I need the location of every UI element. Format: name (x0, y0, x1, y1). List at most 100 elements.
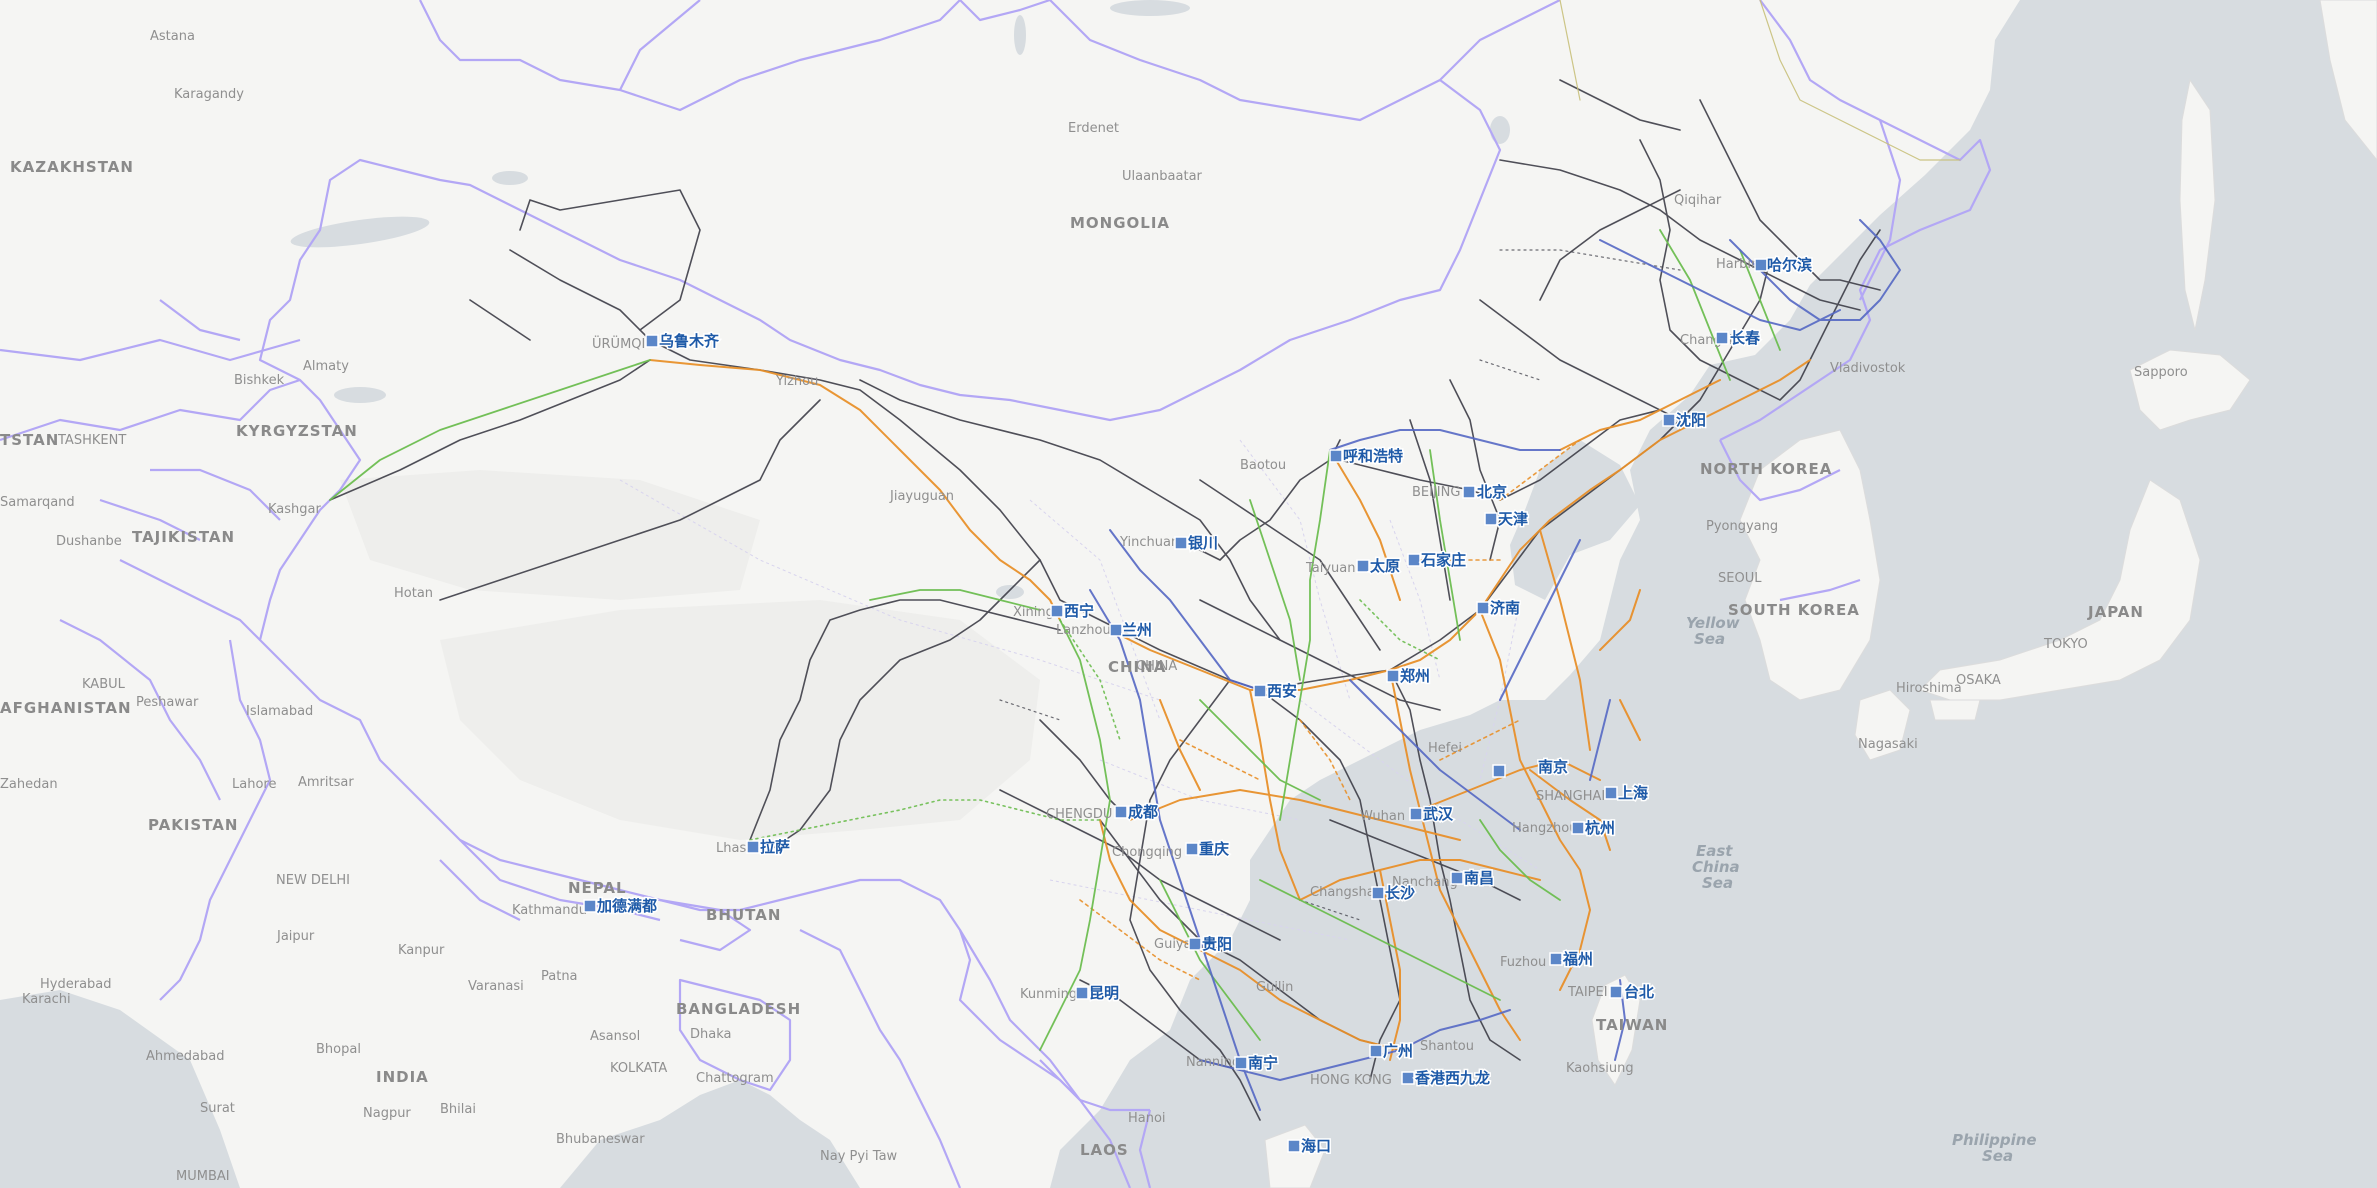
borders-layer (0, 0, 1992, 1188)
underlay-label: Shantou (1420, 1039, 1474, 1054)
city-label: Karagandy (174, 87, 244, 102)
city-label: Nagasaki (1858, 737, 1918, 752)
station-label: 兰州 (1122, 621, 1152, 639)
station-label: 长沙 (1385, 884, 1415, 902)
station-square-icon (1185, 842, 1199, 856)
station-marker[interactable]: 成都 (1114, 802, 1160, 823)
underlay-label: Xining (1013, 605, 1054, 620)
country-label: CHINA (1108, 658, 1166, 676)
city-label: KABUL (82, 677, 126, 692)
station-marker[interactable]: 加德满都 (583, 896, 659, 917)
lake-hulun (1490, 116, 1510, 144)
station-marker[interactable]: 石家庄 (1407, 550, 1468, 571)
station-marker[interactable]: 兰州 (1109, 620, 1154, 641)
rail-highspeed (1299, 859, 1541, 1061)
station-marker[interactable]: 南昌 (1450, 868, 1496, 889)
station-marker[interactable]: 呼和浩特 (1329, 446, 1405, 467)
korean-peninsula (1739, 429, 1881, 701)
station-label: 北京 (1477, 483, 1507, 501)
station-marker[interactable]: 贵阳 (1188, 934, 1234, 955)
rail-existing (749, 599, 1061, 841)
station-label: 乌鲁木齐 (659, 332, 720, 350)
city-label: OSAKA (1956, 673, 2001, 688)
station-square-icon (1369, 1044, 1383, 1058)
arabian-sea (0, 990, 240, 1188)
country-label: LAOS (1080, 1141, 1129, 1159)
station-marker[interactable]: 福州 (1549, 949, 1595, 970)
sea-labels: Yellow Sea East China Sea Philippine Sea (1686, 614, 2037, 1165)
rail-border-group (1559, 0, 1961, 161)
rail-highspeed-planned (1079, 439, 1581, 981)
station-label: 天津 (1498, 510, 1528, 528)
station-marker[interactable]: 南京 (1492, 757, 1570, 778)
korea-border (1719, 439, 1861, 602)
country-label: INDIA (376, 1068, 429, 1086)
rail-existing (469, 189, 701, 341)
sea-label-line: Sea (1694, 630, 1725, 648)
station-marker[interactable]: 上海 (1604, 783, 1650, 804)
country-label: BANGLADESH (676, 1000, 801, 1018)
city-label: Qiqihar (1674, 193, 1722, 208)
station-marker[interactable]: 银川 (1174, 533, 1220, 554)
station-label: 西安 (1267, 682, 1297, 700)
station-marker[interactable]: 南宁 (1234, 1053, 1280, 1074)
station-square-icon (1109, 623, 1123, 637)
underlay-label: BEIJING (1412, 485, 1460, 500)
underlay-label: Taiyuan (1305, 561, 1356, 576)
station-marker[interactable]: 太原 (1356, 556, 1402, 577)
city-label: Hanoi (1128, 1111, 1166, 1126)
station-label: 长春 (1730, 329, 1760, 347)
station-marker[interactable]: 台北 (1609, 982, 1656, 1003)
station-marker[interactable]: 沈阳 (1662, 410, 1708, 431)
station-marker[interactable]: 北京 (1462, 482, 1509, 503)
underlay-label: Nanchang (1392, 875, 1458, 890)
kazakh-border (0, 378, 301, 442)
station-label: 济南 (1490, 599, 1520, 617)
station-marker[interactable]: 哈尔滨 (1754, 255, 1814, 276)
station-marker[interactable]: 杭州 (1571, 818, 1617, 839)
rail-highspeed-planned-group (1079, 439, 1581, 981)
pakistan-india-border (159, 639, 272, 1001)
rail-intercity (1159, 819, 1561, 1041)
station-marker[interactable]: 西安 (1253, 681, 1299, 702)
city-label: Kaohsiung (1566, 1061, 1634, 1076)
rail-intercity-planned-group (749, 599, 1441, 841)
station-marker[interactable]: 海口 (1287, 1136, 1333, 1157)
station-marker[interactable]: 郑州 (1386, 666, 1432, 687)
station-square-icon (1407, 553, 1421, 567)
kamchatka-edge (2319, 0, 2377, 161)
city-label: Ulaanbaatar (1122, 169, 1203, 184)
rail-conventional (1349, 679, 1521, 831)
bay-of-bengal (560, 1080, 860, 1188)
station-marker[interactable]: 西宁 (1050, 601, 1096, 622)
station-label: 武汉 (1423, 805, 1454, 823)
sea-label-line: Sea (1982, 1147, 2013, 1165)
city-label: Bhilai (440, 1102, 476, 1117)
rail-highspeed (1389, 669, 1601, 1041)
station-marker[interactable]: 重庆 (1185, 839, 1231, 860)
province-line (619, 439, 1541, 941)
city-label: Asansol (590, 1029, 640, 1044)
station-marker[interactable]: 长沙 (1371, 883, 1417, 904)
station-marker[interactable]: 武汉 (1409, 804, 1456, 825)
station-label: 广州 (1383, 1042, 1413, 1060)
lake-balkhash (290, 216, 430, 248)
city-label: Varanasi (468, 979, 524, 994)
station-marker[interactable]: 香港西九龙 (1401, 1068, 1492, 1089)
station-marker[interactable]: 长春 (1715, 328, 1762, 349)
laos-vietnam-border (1039, 1059, 1152, 1188)
rail-existing (329, 359, 821, 601)
city-label: Jiayuguan (889, 489, 954, 504)
station-marker[interactable]: 天津 (1484, 509, 1530, 530)
station-marker[interactable]: 拉萨 (746, 837, 792, 858)
station-marker[interactable]: 济南 (1476, 598, 1522, 619)
station-marker[interactable]: 乌鲁木齐 (645, 331, 722, 352)
lake-issyk-kul (334, 387, 386, 403)
station-marker[interactable]: 昆明 (1075, 983, 1121, 1004)
underlay-label: TAIPEI (1567, 985, 1608, 1000)
country-label: JAPAN (2087, 603, 2144, 621)
station-marker[interactable]: 广州 (1369, 1041, 1415, 1062)
rail-intercity (1249, 449, 1331, 821)
